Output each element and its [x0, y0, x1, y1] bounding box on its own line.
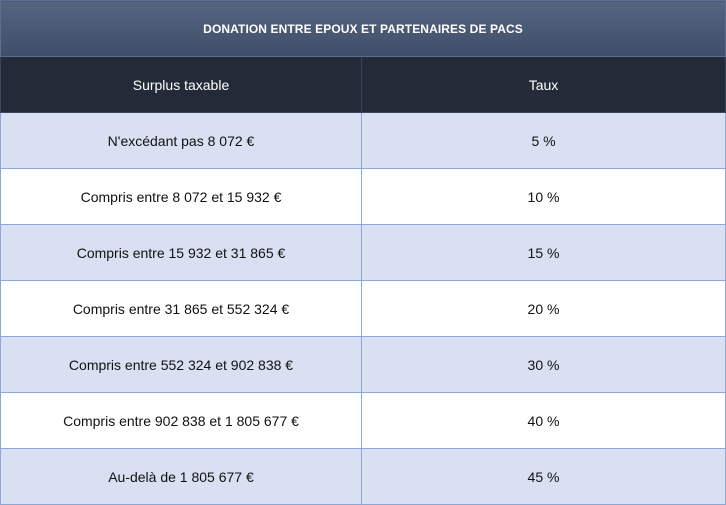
surplus-cell: Compris entre 15 932 et 31 865 € [0, 224, 362, 281]
table-row: Compris entre 15 932 et 31 865 € 15 % [0, 224, 726, 281]
table-row: Compris entre 902 838 et 1 805 677 € 40 … [0, 392, 726, 449]
table-row: Compris entre 8 072 et 15 932 € 10 % [0, 168, 726, 225]
rate-cell: 40 % [360, 392, 726, 449]
rate-cell: 30 % [360, 336, 726, 393]
table-row: N'excédant pas 8 072 € 5 % [0, 112, 726, 169]
rate-cell: 45 % [360, 448, 726, 505]
column-header-surplus: Surplus taxable [0, 56, 362, 113]
surplus-cell: Compris entre 552 324 et 902 838 € [0, 336, 362, 393]
surplus-cell: Au-delà de 1 805 677 € [0, 448, 362, 505]
table-row: Compris entre 31 865 et 552 324 € 20 % [0, 280, 726, 337]
table-title: DONATION ENTRE EPOUX ET PARTENAIRES DE P… [0, 0, 726, 57]
table-row: Au-delà de 1 805 677 € 45 % [0, 448, 726, 505]
surplus-cell: Compris entre 902 838 et 1 805 677 € [0, 392, 362, 449]
rate-cell: 10 % [360, 168, 726, 225]
surplus-cell: Compris entre 8 072 et 15 932 € [0, 168, 362, 225]
rate-cell: 15 % [360, 224, 726, 281]
table-title-row: DONATION ENTRE EPOUX ET PARTENAIRES DE P… [0, 0, 726, 57]
rate-cell: 20 % [360, 280, 726, 337]
surplus-cell: N'excédant pas 8 072 € [0, 112, 362, 169]
surplus-cell: Compris entre 31 865 et 552 324 € [0, 280, 362, 337]
rate-cell: 5 % [360, 112, 726, 169]
table-row: Compris entre 552 324 et 902 838 € 30 % [0, 336, 726, 393]
table-header-row: Surplus taxable Taux [0, 56, 726, 113]
column-header-taux: Taux [360, 56, 726, 113]
